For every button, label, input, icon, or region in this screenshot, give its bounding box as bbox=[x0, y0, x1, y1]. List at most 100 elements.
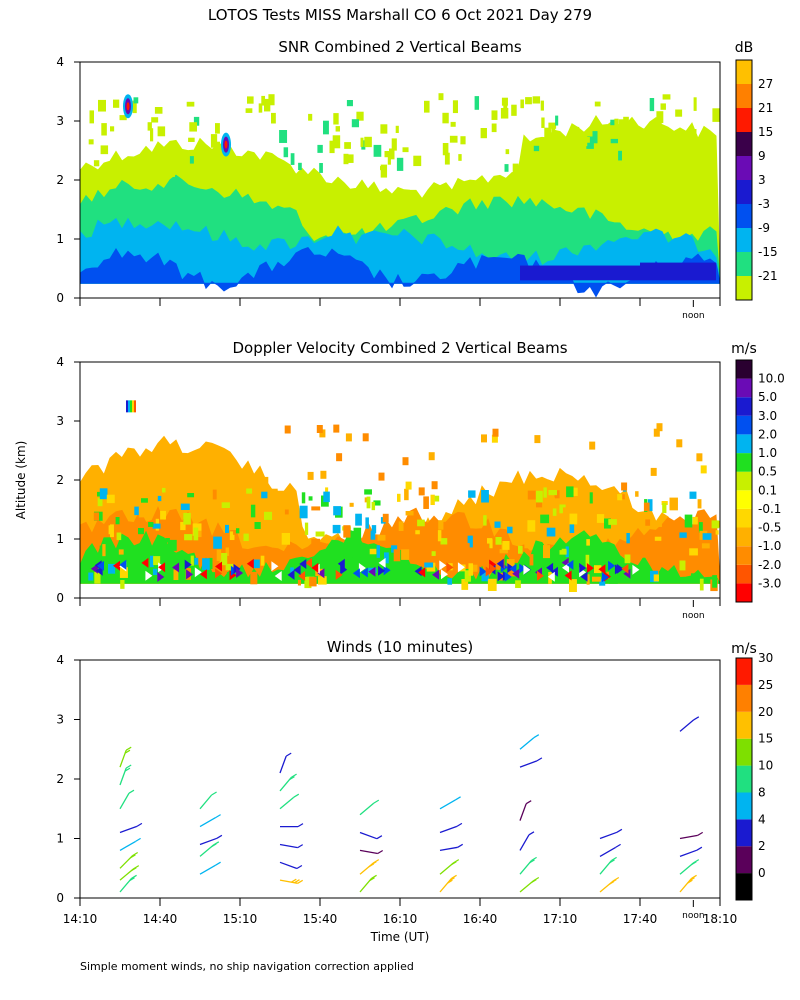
doppler-speck bbox=[684, 514, 693, 528]
doppler-speck bbox=[699, 578, 704, 591]
doppler-speck bbox=[527, 490, 536, 500]
doppler-clutter bbox=[215, 568, 223, 579]
doppler-speck bbox=[268, 553, 277, 562]
colorbar-swatch bbox=[736, 453, 752, 472]
doppler-clutter bbox=[186, 569, 194, 580]
doppler-speck bbox=[298, 529, 303, 542]
doppler-speck bbox=[180, 503, 190, 511]
doppler-speck bbox=[301, 492, 306, 504]
colorbar-swatch bbox=[736, 546, 752, 565]
doppler-speck bbox=[624, 554, 631, 564]
wind-barb bbox=[519, 856, 537, 875]
colorbar-frame bbox=[735, 59, 753, 301]
colorbar-label: 0.1 bbox=[758, 483, 777, 497]
snr-plot-area bbox=[80, 93, 720, 298]
doppler-speck bbox=[246, 488, 253, 494]
doppler-speck bbox=[377, 534, 386, 541]
colorbar-swatch bbox=[736, 156, 752, 180]
wind-barb bbox=[439, 796, 461, 810]
snr-speck bbox=[154, 107, 163, 114]
doppler-speck bbox=[691, 573, 700, 583]
colorbar-label: 15 bbox=[758, 732, 773, 746]
snr-layer-4 bbox=[80, 247, 720, 298]
winds-colorbar: 0 2 4 8 10 15 20 25 30 bbox=[735, 651, 773, 901]
wind-barb bbox=[519, 831, 535, 851]
doppler-speck bbox=[589, 492, 593, 504]
doppler-speck bbox=[225, 547, 230, 556]
snr-speck bbox=[195, 158, 201, 170]
snr-speck bbox=[188, 165, 196, 171]
snr-speck bbox=[308, 113, 313, 121]
snr-speck bbox=[624, 146, 632, 158]
doppler-speck bbox=[349, 502, 354, 507]
snr-speck bbox=[491, 123, 497, 133]
doppler-speck bbox=[698, 522, 703, 533]
doppler-speck bbox=[667, 551, 677, 564]
doppler-fields bbox=[80, 400, 720, 593]
doppler-speck bbox=[594, 565, 602, 574]
doppler-clutter bbox=[479, 566, 487, 577]
snr-speck bbox=[283, 147, 289, 158]
doppler-clutter bbox=[579, 563, 587, 573]
doppler-speck bbox=[318, 576, 327, 585]
snr-speck bbox=[235, 161, 239, 168]
doppler-speck bbox=[115, 517, 120, 525]
colorbar-swatch bbox=[736, 397, 752, 416]
wind-barb bbox=[119, 837, 141, 851]
snr-speck bbox=[444, 152, 450, 165]
doppler-speck bbox=[585, 488, 589, 502]
wind-barb bbox=[280, 823, 304, 828]
doppler-speck bbox=[153, 556, 161, 566]
x-tick-label: 16:40 bbox=[463, 912, 498, 926]
snr-speck bbox=[480, 128, 487, 139]
snr-speck bbox=[552, 123, 556, 138]
doppler-clutter bbox=[519, 563, 527, 574]
doppler-speck bbox=[423, 496, 429, 509]
doppler-speck bbox=[284, 509, 289, 515]
wind-barb bbox=[279, 843, 304, 849]
doppler-speck bbox=[319, 429, 326, 438]
snr-speck bbox=[584, 137, 590, 143]
doppler-speck bbox=[589, 441, 596, 450]
snr-speck bbox=[693, 97, 697, 111]
snr-speck bbox=[384, 151, 389, 158]
snr-speck bbox=[343, 153, 349, 165]
doppler-speck bbox=[172, 493, 181, 501]
doppler-speck bbox=[609, 571, 618, 584]
snr-speck bbox=[258, 163, 263, 176]
doppler-speck bbox=[653, 428, 660, 437]
doppler-speck bbox=[118, 549, 124, 555]
colorbar-swatch bbox=[736, 564, 752, 584]
doppler-speck bbox=[692, 516, 698, 525]
doppler-speck bbox=[99, 488, 108, 500]
doppler-speck bbox=[311, 506, 321, 511]
doppler-speck bbox=[418, 487, 425, 496]
doppler-speck bbox=[689, 491, 697, 499]
doppler-clutter bbox=[432, 569, 440, 580]
snr-speck bbox=[85, 167, 89, 173]
y-tick-label: 1 bbox=[56, 832, 64, 846]
doppler-speck bbox=[711, 520, 719, 529]
doppler-speck bbox=[323, 491, 330, 503]
colorbar-swatch bbox=[736, 490, 752, 509]
colorbar-swatch bbox=[736, 180, 752, 204]
snr-speck bbox=[98, 99, 106, 112]
snr-speck bbox=[333, 113, 339, 125]
doppler-speck bbox=[229, 531, 235, 541]
doppler-clutter bbox=[580, 571, 588, 582]
doppler-clutter bbox=[305, 557, 312, 568]
doppler-speck bbox=[384, 552, 389, 564]
snr-speck bbox=[113, 99, 120, 108]
snr-speck bbox=[264, 98, 271, 112]
snr-speck bbox=[586, 136, 594, 149]
doppler-speck bbox=[99, 545, 103, 554]
doppler-speck bbox=[345, 433, 352, 442]
doppler-clutter bbox=[546, 562, 554, 573]
doppler-speck bbox=[120, 580, 125, 589]
colorbar-label: 4 bbox=[758, 812, 766, 826]
colorbar-swatch bbox=[736, 508, 752, 528]
doppler-speck bbox=[540, 514, 550, 524]
colorbar-label: -9 bbox=[758, 221, 770, 235]
snr-speck bbox=[344, 142, 351, 149]
